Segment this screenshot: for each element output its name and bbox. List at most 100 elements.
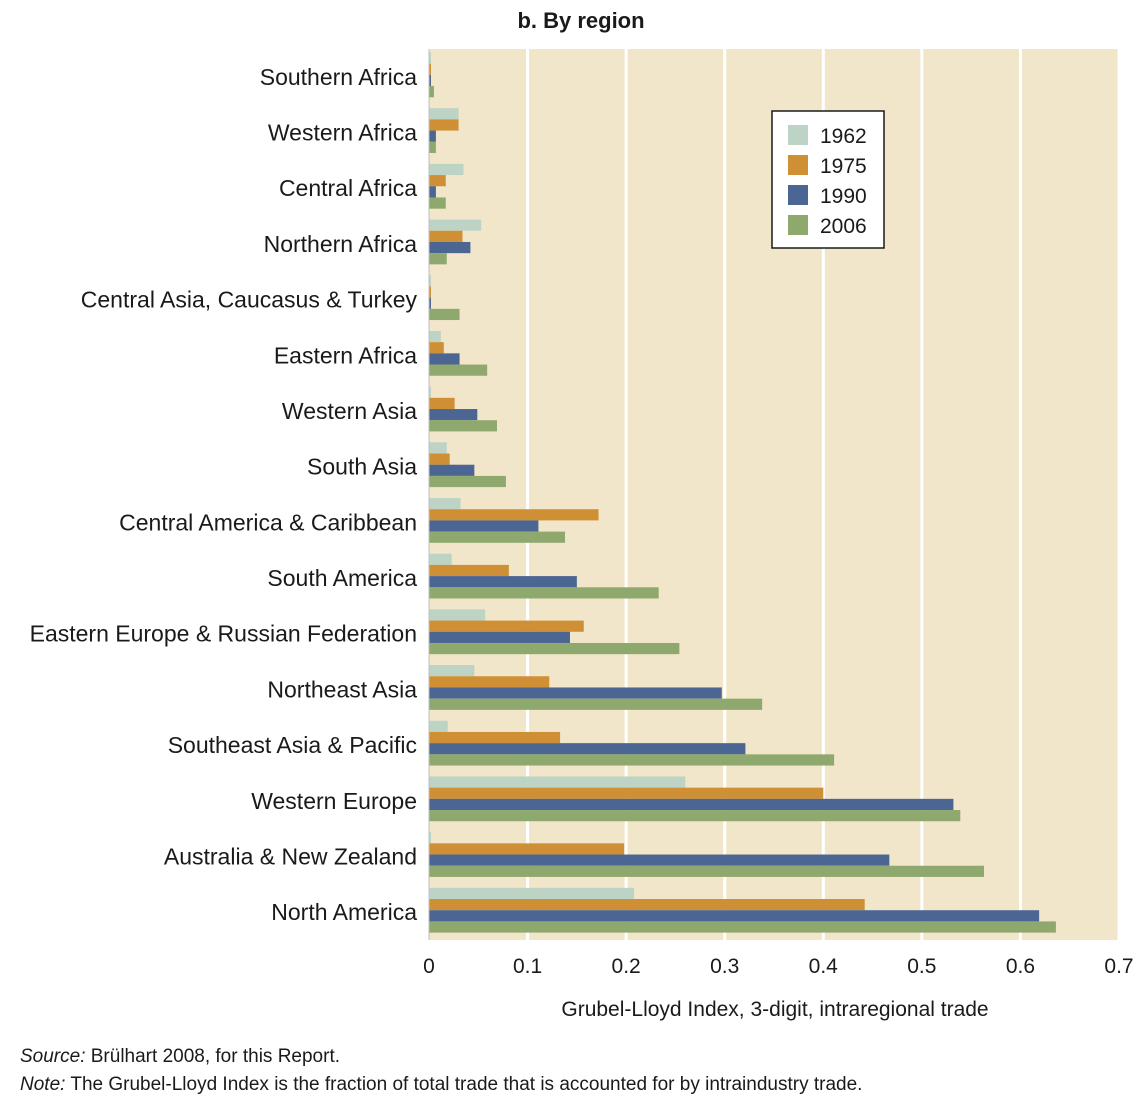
category-label: Central America & Caribbean bbox=[119, 509, 417, 535]
bar bbox=[429, 743, 746, 755]
bar bbox=[429, 531, 566, 543]
bar bbox=[429, 453, 450, 465]
x-tick-label: 0 bbox=[423, 955, 435, 978]
category-label: Western Asia bbox=[282, 398, 417, 424]
category-labels: Southern Africa Western Africa Central Afr… bbox=[30, 64, 418, 925]
bar bbox=[429, 409, 478, 421]
bar bbox=[429, 308, 460, 321]
category-label: Western Europe bbox=[251, 788, 417, 814]
x-tick-label: 0.3 bbox=[710, 955, 739, 978]
category-label: South Asia bbox=[307, 454, 417, 480]
x-tick-label: 0.7 bbox=[1104, 955, 1133, 978]
bar bbox=[429, 910, 1040, 922]
bar bbox=[429, 63, 431, 75]
bar bbox=[429, 798, 954, 811]
bar bbox=[429, 832, 431, 844]
bar bbox=[429, 620, 584, 632]
bar bbox=[429, 52, 431, 64]
chart: b. By region Southern Africa Western Afri… bbox=[30, 8, 1134, 1021]
bar bbox=[429, 219, 482, 231]
category-label: Southeast Asia & Pacific bbox=[168, 732, 417, 758]
bar bbox=[429, 442, 447, 454]
bar bbox=[429, 776, 686, 788]
bar bbox=[429, 787, 824, 799]
bar bbox=[429, 130, 436, 142]
bar bbox=[429, 754, 835, 766]
bar-group bbox=[428, 49, 1056, 940]
category-label: North America bbox=[271, 899, 417, 925]
bar bbox=[429, 587, 659, 599]
bar bbox=[429, 253, 447, 265]
bar bbox=[429, 665, 475, 677]
bar bbox=[429, 342, 444, 354]
note-label: Note: bbox=[20, 1074, 66, 1095]
bar bbox=[429, 163, 464, 176]
bar bbox=[429, 887, 635, 900]
x-tick-label: 0.6 bbox=[1006, 955, 1035, 978]
footnotes: Source: Brülhart 2008, for this Report. … bbox=[20, 1043, 862, 1099]
bar bbox=[429, 843, 625, 855]
bar bbox=[429, 397, 455, 410]
legend-label: 1975 bbox=[820, 155, 867, 178]
category-label: Southern Africa bbox=[260, 64, 417, 90]
bar bbox=[429, 141, 436, 153]
bar bbox=[429, 386, 431, 398]
bar bbox=[429, 520, 539, 532]
bar bbox=[429, 297, 431, 309]
bar bbox=[429, 921, 1056, 933]
source-text: Brülhart 2008, for this Report. bbox=[85, 1046, 340, 1067]
category-label: South America bbox=[267, 565, 417, 591]
bar bbox=[429, 631, 570, 643]
x-axis-title: Grubel-Lloyd Index, 3-digit, intraregion… bbox=[561, 998, 988, 1021]
bar bbox=[429, 865, 984, 877]
legend-swatch bbox=[788, 155, 808, 175]
category-label: Western Africa bbox=[268, 120, 417, 146]
bar bbox=[429, 854, 890, 866]
x-tick-labels: 0 0.1 0.2 0.3 0.4 0.5 0.6 0.7 bbox=[423, 955, 1133, 978]
legend-swatch bbox=[788, 215, 808, 235]
category-label: Eastern Africa bbox=[274, 342, 417, 368]
bar bbox=[429, 899, 865, 911]
x-tick-label: 0.2 bbox=[612, 955, 641, 978]
note-text: The Grubel-Lloyd Index is the fraction o… bbox=[65, 1074, 863, 1095]
bar bbox=[429, 576, 577, 588]
category-label: Eastern Europe & Russian Federation bbox=[30, 621, 417, 647]
bar bbox=[429, 420, 498, 432]
bar bbox=[429, 74, 431, 87]
bar bbox=[429, 186, 436, 198]
bar bbox=[429, 330, 441, 343]
bar bbox=[429, 687, 722, 699]
bar bbox=[429, 564, 509, 577]
category-label: Central Asia, Caucasus & Turkey bbox=[81, 287, 418, 313]
bar bbox=[429, 509, 599, 521]
source-label: Source: bbox=[20, 1046, 86, 1067]
bar bbox=[429, 108, 459, 120]
bar bbox=[429, 353, 460, 365]
bar bbox=[429, 197, 446, 209]
x-tick-label: 0.5 bbox=[907, 955, 936, 978]
bar bbox=[429, 286, 431, 298]
note: Note: The Grubel-Lloyd Index is the frac… bbox=[20, 1071, 862, 1099]
bar bbox=[429, 175, 446, 187]
source-note: Source: Brülhart 2008, for this Report. bbox=[20, 1043, 862, 1071]
legend-swatch bbox=[788, 125, 808, 145]
category-label: Central Africa bbox=[279, 175, 417, 201]
bar bbox=[429, 275, 431, 287]
legend: 1962 1975 1990 2006 bbox=[771, 110, 885, 249]
bar bbox=[429, 241, 471, 254]
bar bbox=[429, 698, 763, 710]
chart-title: b. By region bbox=[517, 8, 644, 33]
bar bbox=[429, 364, 488, 376]
bar bbox=[429, 230, 463, 242]
bar bbox=[429, 642, 680, 655]
bar bbox=[429, 609, 486, 621]
bar bbox=[429, 464, 475, 476]
legend-label: 1990 bbox=[820, 185, 867, 208]
category-label: Northern Africa bbox=[264, 231, 418, 257]
bar bbox=[429, 119, 459, 131]
legend-label: 1962 bbox=[820, 125, 867, 148]
bar bbox=[429, 720, 448, 732]
category-label: Australia & New Zealand bbox=[164, 844, 417, 870]
bar bbox=[429, 498, 461, 510]
bar bbox=[429, 676, 550, 688]
